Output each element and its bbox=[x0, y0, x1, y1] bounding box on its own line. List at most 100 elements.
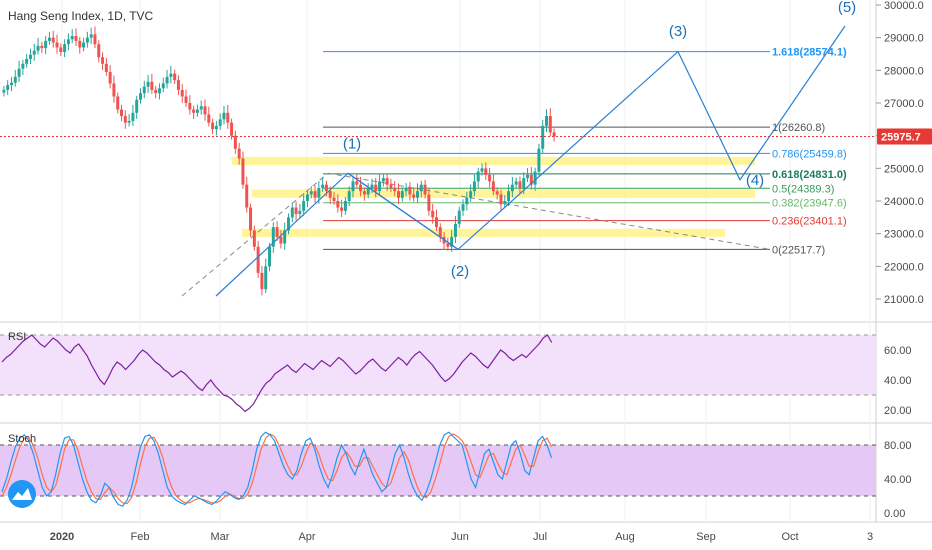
candle-body bbox=[9, 82, 13, 86]
candle-body bbox=[366, 187, 370, 195]
candle-body bbox=[529, 174, 533, 185]
candle-body bbox=[146, 81, 150, 87]
candle-body bbox=[457, 210, 461, 224]
candle-body bbox=[135, 99, 139, 113]
last-price-value: 25975.7 bbox=[881, 131, 921, 143]
time-axis-label: Apr bbox=[298, 531, 315, 543]
fib-level-label: 0.5(24389.3) bbox=[772, 183, 834, 195]
candle-body bbox=[93, 34, 97, 45]
rsi-band-fill bbox=[0, 335, 876, 395]
fib-level-label: 0.382(23947.6) bbox=[772, 198, 847, 210]
candle-body bbox=[44, 40, 48, 49]
candle-body bbox=[472, 181, 476, 192]
candle-body bbox=[495, 191, 499, 195]
candle-body bbox=[499, 194, 503, 205]
stoch-axis-label: 40.00 bbox=[884, 474, 912, 486]
highlight-zone[interactable] bbox=[252, 189, 755, 198]
candle-body bbox=[184, 96, 188, 103]
candle-body bbox=[214, 125, 218, 130]
highlight-zone[interactable] bbox=[232, 156, 755, 166]
price-axis-label: 28000.0 bbox=[884, 65, 924, 77]
price-axis-label: 21000.0 bbox=[884, 294, 924, 306]
candle-body bbox=[552, 132, 556, 137]
candle-body bbox=[302, 201, 306, 211]
candle-body bbox=[427, 194, 431, 211]
candle-body bbox=[211, 122, 215, 130]
candle-body bbox=[393, 187, 397, 192]
candle-body bbox=[142, 86, 146, 94]
candle-body bbox=[313, 191, 317, 198]
candle-body bbox=[290, 207, 294, 218]
time-axis-label: 2020 bbox=[50, 531, 74, 543]
candle-body bbox=[63, 44, 67, 53]
candle-body bbox=[233, 135, 237, 149]
candle-body bbox=[108, 71, 112, 84]
candle-body bbox=[434, 217, 438, 228]
candle-body bbox=[199, 106, 203, 110]
candle-body bbox=[139, 93, 142, 100]
candle-body bbox=[305, 194, 309, 201]
candle-body bbox=[36, 45, 40, 51]
time-axis-label: 3 bbox=[867, 531, 873, 543]
candle-body bbox=[226, 112, 230, 123]
candle-body bbox=[370, 184, 374, 188]
candle-body bbox=[332, 197, 336, 201]
wave-2-leg[interactable] bbox=[347, 172, 459, 250]
candle-body bbox=[548, 116, 552, 133]
candle-body bbox=[245, 184, 249, 208]
stoch-axis-label: 0.00 bbox=[884, 508, 905, 520]
candle-body bbox=[412, 194, 416, 198]
candle-body bbox=[340, 207, 344, 211]
channel-line-upper[interactable] bbox=[327, 172, 771, 250]
candle-body bbox=[85, 37, 89, 43]
candle-body bbox=[97, 44, 101, 58]
candle-body bbox=[237, 148, 241, 159]
time-axis-label: Oct bbox=[781, 531, 798, 543]
elliott-wave-path[interactable]: (1) (2) (3) (4) (5) bbox=[215, 0, 856, 297]
candle-body bbox=[298, 210, 302, 215]
price-axis-label: 23000.0 bbox=[884, 229, 924, 241]
price-axis-label: 29000.0 bbox=[884, 33, 924, 45]
candle-body bbox=[518, 181, 522, 188]
candlestick-series bbox=[2, 26, 556, 296]
candle-body bbox=[351, 181, 355, 192]
candle-body bbox=[192, 109, 196, 113]
highlight-zone[interactable] bbox=[242, 228, 725, 237]
fib-level-label: 0(22517.7) bbox=[772, 244, 825, 256]
candle-body bbox=[533, 171, 537, 185]
candle-body bbox=[541, 125, 545, 149]
time-axis-label: Jun bbox=[451, 531, 469, 543]
candle-body bbox=[195, 109, 199, 113]
candle-body bbox=[271, 227, 275, 247]
time-axis[interactable]: 2020 Feb Mar Apr Jun Jul Aug Sep Oct 3 bbox=[50, 531, 873, 543]
chart-title: Hang Seng Index, 1D, TVC bbox=[8, 9, 154, 23]
candle-body bbox=[423, 184, 427, 195]
candle-body bbox=[328, 191, 332, 198]
candle-body bbox=[13, 76, 17, 83]
dashed-channel-lines[interactable] bbox=[181, 172, 771, 297]
candle-body bbox=[374, 184, 378, 192]
tradingview-logo[interactable] bbox=[8, 480, 36, 508]
candle-body bbox=[161, 83, 165, 89]
candle-body bbox=[522, 178, 526, 188]
fib-level-label: 1(26260.8) bbox=[772, 122, 825, 134]
candle-body bbox=[165, 76, 169, 84]
fibonacci-levels[interactable]: 1.618(28574.1) 1(26260.8) 0.786(25459.8) 0.… bbox=[323, 47, 847, 257]
candle-body bbox=[249, 207, 253, 231]
wave-path-line[interactable] bbox=[215, 25, 846, 297]
candle-body bbox=[275, 227, 279, 237]
candle-body bbox=[264, 266, 268, 290]
price-axis-label: 24000.0 bbox=[884, 196, 924, 208]
price-axis[interactable]: 30000.029000.028000.027000.026000.025000… bbox=[876, 0, 924, 306]
candle-body bbox=[150, 81, 154, 90]
candle-body bbox=[173, 73, 177, 81]
stoch-d-line bbox=[1, 433, 553, 505]
candle-body bbox=[453, 223, 457, 237]
channel-line-lower[interactable] bbox=[181, 172, 329, 297]
candle-body bbox=[324, 184, 328, 192]
candle-body bbox=[47, 37, 51, 41]
candle-body bbox=[32, 50, 36, 55]
candle-body bbox=[176, 80, 180, 90]
time-axis-label: Sep bbox=[696, 531, 716, 543]
candle-body bbox=[2, 89, 6, 93]
